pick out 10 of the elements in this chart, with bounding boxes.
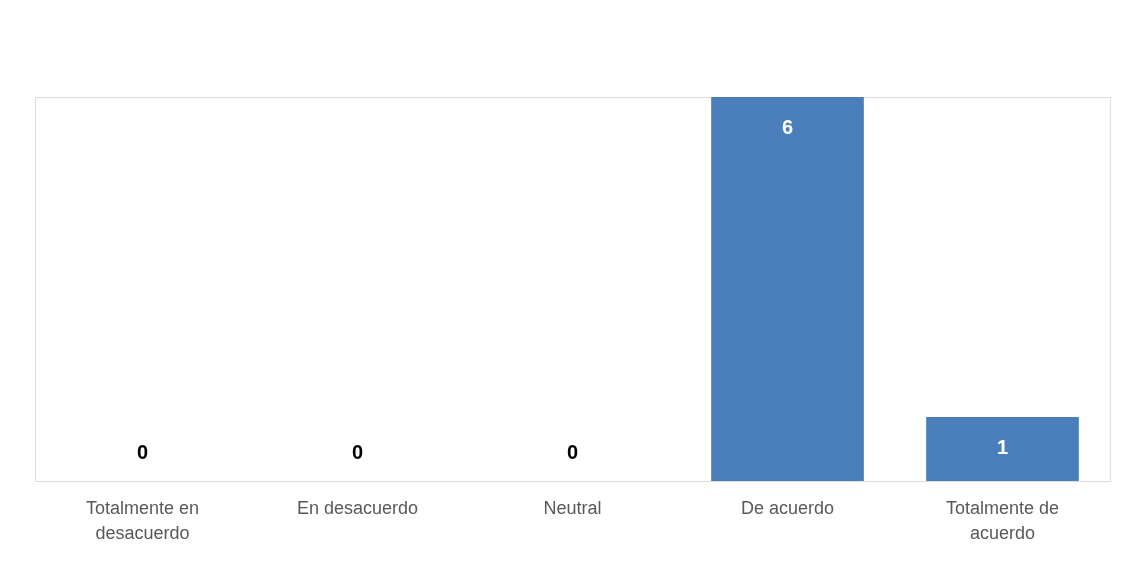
data-label: 0 bbox=[566, 441, 579, 463]
data-label: 1 bbox=[996, 436, 1009, 458]
data-label: 0 bbox=[136, 441, 149, 463]
x-tick-label: En desacuerdo bbox=[296, 497, 419, 518]
x-tick-label: Totalmente de acuerdo bbox=[945, 497, 1060, 543]
data-label: 6 bbox=[781, 116, 794, 138]
x-tick-label: De acuerdo bbox=[740, 497, 835, 518]
data-label: 0 bbox=[351, 441, 364, 463]
x-tick-label: Neutral bbox=[543, 497, 602, 518]
x-tick-label: Totalmente en desacuerdo bbox=[85, 497, 200, 543]
